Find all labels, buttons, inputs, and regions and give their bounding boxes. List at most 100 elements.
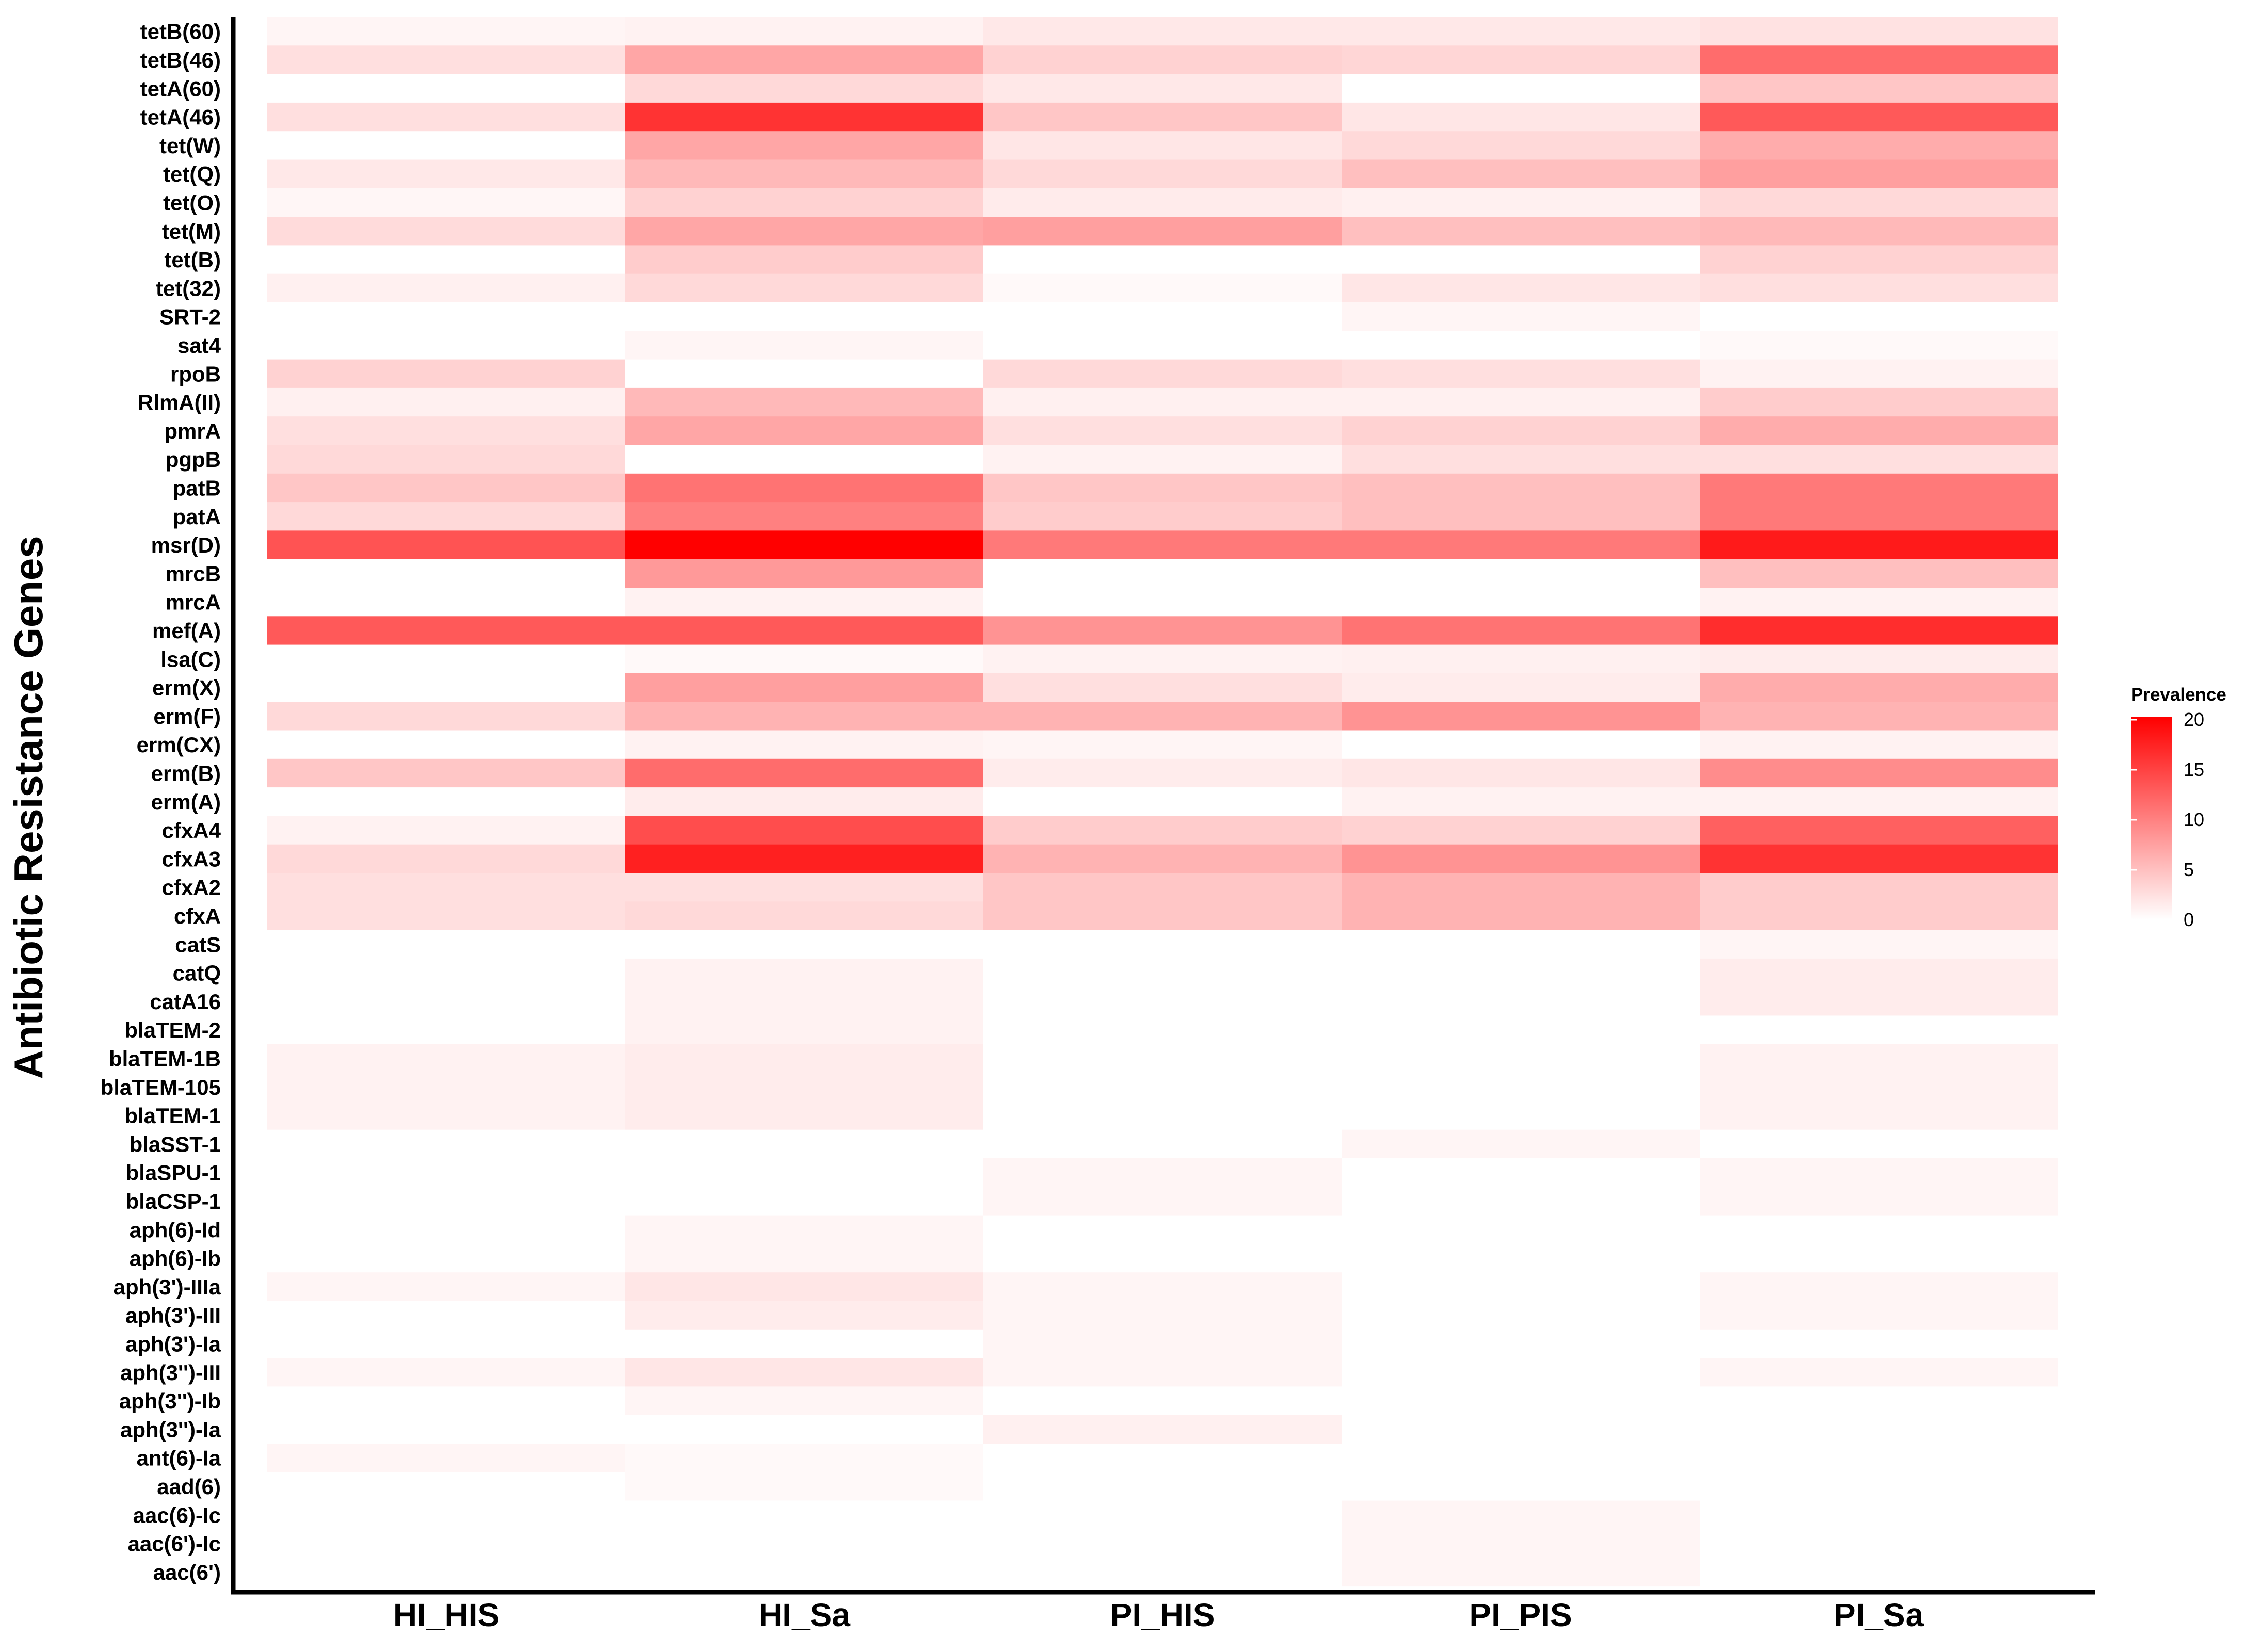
heatmap-cell: [625, 188, 983, 217]
heatmap-cell: [1700, 188, 2058, 217]
heatmap-cell: [1700, 1129, 2058, 1159]
heatmap-cell: [1700, 473, 2058, 503]
heatmap-cell: [267, 530, 625, 560]
heatmap-cell: [625, 844, 983, 873]
heatmap-cell: [625, 1529, 983, 1558]
heatmap-cell: [1342, 758, 1700, 788]
heatmap-cell: [267, 1358, 625, 1387]
heatmap-cell: [1700, 1358, 2058, 1387]
heatmap-cell: [625, 1044, 983, 1073]
row-label: aph(3')-Ia: [125, 1332, 221, 1356]
heatmap-cell: [983, 45, 1342, 75]
heatmap-cell: [1342, 102, 1700, 132]
heatmap-cell: [1342, 559, 1700, 588]
heatmap-cell: [267, 1329, 625, 1358]
heatmap-cell: [267, 74, 625, 103]
heatmap-cell: [983, 873, 1342, 902]
heatmap-cell: [1342, 1158, 1700, 1187]
heatmap-cell: [1342, 473, 1700, 503]
heatmap-cell: [1342, 844, 1700, 873]
heatmap-cell: [1700, 1558, 2058, 1587]
heatmap-cell: [625, 159, 983, 189]
row-label: rpoB: [170, 362, 221, 386]
row-label: blaSPU-1: [126, 1161, 221, 1185]
row-label: blaTEM-105: [101, 1075, 221, 1099]
heatmap-cell: [1342, 45, 1700, 75]
heatmap-cell: [267, 787, 625, 816]
heatmap-cell: [267, 416, 625, 446]
row-label: tet(B): [164, 248, 221, 272]
heatmap-cell: [1700, 702, 2058, 731]
heatmap-cell: [267, 1101, 625, 1130]
heatmap-cell: [983, 1243, 1342, 1273]
heatmap-cell: [1342, 1358, 1700, 1387]
heatmap-cell: [983, 74, 1342, 103]
row-label: tet(W): [159, 134, 221, 158]
row-label: sat4: [177, 333, 221, 358]
heatmap-cell: [1342, 359, 1700, 388]
heatmap-cell: [1700, 1386, 2058, 1416]
heatmap-cell: [1342, 1215, 1700, 1244]
heatmap-cell: [267, 245, 625, 274]
heatmap-cell: [625, 1073, 983, 1102]
heatmap-cell: [1700, 273, 2058, 303]
row-label: blaCSP-1: [126, 1189, 221, 1213]
heatmap-cell: [625, 74, 983, 103]
heatmap-cell: [267, 302, 625, 331]
heatmap-cell: [1342, 644, 1700, 674]
heatmap-cell: [1342, 302, 1700, 331]
row-label: tet(O): [163, 190, 221, 215]
heatmap-cell: [1342, 987, 1700, 1016]
heatmap-cell: [1342, 958, 1700, 987]
heatmap-cell: [267, 1415, 625, 1444]
heatmap-cell: [625, 302, 983, 331]
row-label: tet(M): [162, 219, 221, 244]
heatmap-cell: [1342, 445, 1700, 474]
heatmap-cell: [983, 102, 1342, 132]
row-label: aph(3')-III: [125, 1303, 221, 1327]
heatmap-cell: [625, 873, 983, 902]
heatmap-cell: [1342, 1386, 1700, 1416]
heatmap-cell: [1342, 588, 1700, 617]
heatmap-cell: [983, 445, 1342, 474]
heatmap-cell: [1700, 17, 2058, 46]
heatmap-cell: [1342, 1187, 1700, 1216]
heatmap-cell: [983, 1015, 1342, 1045]
heatmap-cell: [625, 1444, 983, 1472]
legend-colorbar: [2131, 717, 2172, 920]
heatmap-cell: [983, 273, 1342, 303]
legend-tick-label: 5: [2184, 859, 2194, 880]
heatmap-cell: [1700, 901, 2058, 931]
heatmap-cell: [625, 331, 983, 360]
row-label: tetB(60): [140, 20, 221, 44]
heatmap-cell: [1342, 901, 1700, 931]
legend-tick-label: 15: [2184, 759, 2204, 780]
heatmap-cell: [1342, 1444, 1700, 1472]
heatmap-cell: [625, 758, 983, 788]
heatmap-cell: [983, 1358, 1342, 1387]
heatmap-cell: [625, 787, 983, 816]
legend-ticks: 20 15 10 5 0: [2131, 709, 2204, 930]
heatmap-cell: [1700, 1215, 2058, 1244]
heatmap-cell: [1700, 644, 2058, 674]
heatmap-cell: [1342, 1101, 1700, 1130]
heatmap-cell: [267, 1215, 625, 1244]
heatmap-cell: [625, 1215, 983, 1244]
row-label: cfxA2: [162, 876, 221, 900]
heatmap-cell: [625, 1500, 983, 1530]
heatmap-cell: [1700, 445, 2058, 474]
heatmap-cell: [1342, 616, 1700, 645]
heatmap-cell: [267, 1243, 625, 1273]
heatmap-cell: [267, 987, 625, 1016]
heatmap-cell: [267, 1386, 625, 1416]
heatmap-cell: [983, 17, 1342, 46]
column-label: PI_PIS: [1469, 1596, 1572, 1633]
legend-tick-label: 0: [2184, 909, 2194, 930]
heatmap-cell: [625, 702, 983, 731]
heatmap-cell: [625, 1272, 983, 1302]
heatmap-cell: [983, 217, 1342, 246]
heatmap-cell: [267, 1073, 625, 1102]
heatmap-cell: [983, 1415, 1342, 1444]
row-label: RlmA(II): [138, 391, 221, 415]
heatmap-cell: [1342, 131, 1700, 160]
